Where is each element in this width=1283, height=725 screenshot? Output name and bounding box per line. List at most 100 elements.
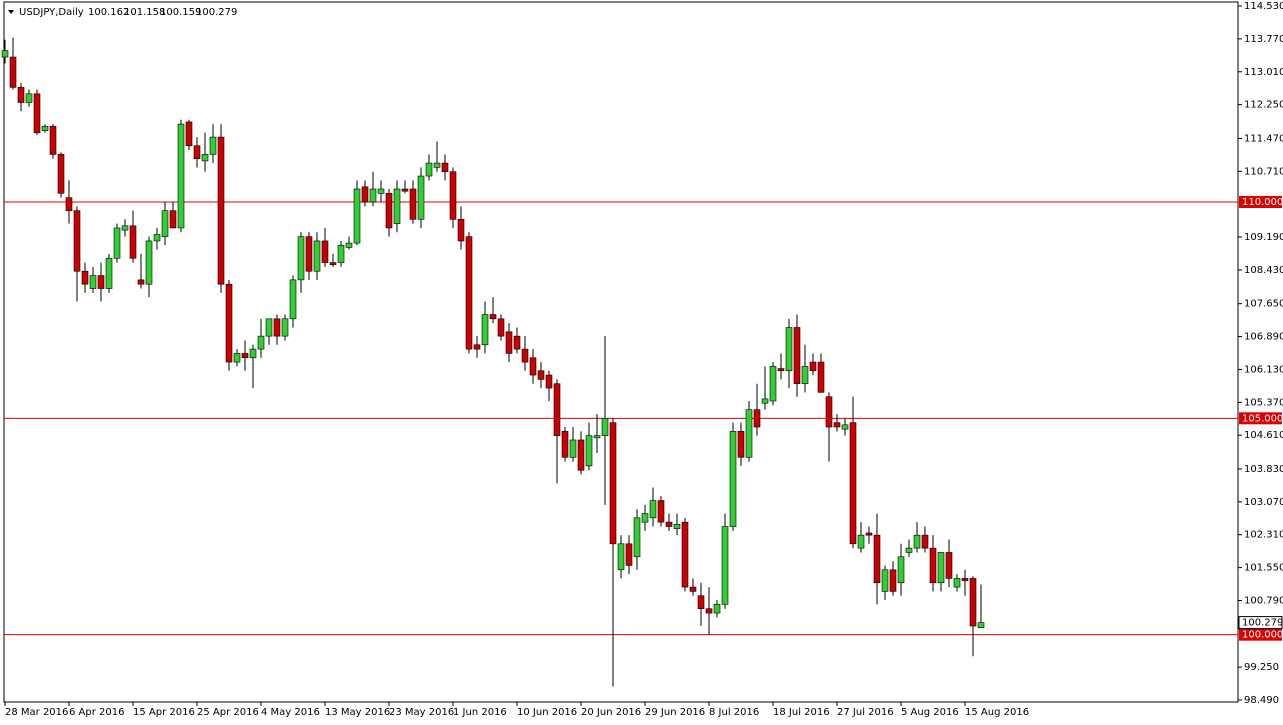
hline-label-box	[1239, 412, 1282, 425]
candle-body	[169, 210, 177, 229]
y-tick-label: 109.190	[1244, 232, 1283, 243]
ohlc-open: 100.162	[88, 7, 129, 18]
candle-body	[465, 236, 473, 350]
candle-body	[833, 422, 841, 428]
x-tick-label: 10 Jun 2016	[517, 707, 577, 718]
candle-body	[473, 344, 481, 350]
last-price-label: 100.279	[1242, 618, 1283, 629]
candle-body	[889, 569, 897, 592]
candle-body	[569, 439, 577, 458]
candle-body	[689, 586, 697, 592]
candle-body	[681, 521, 689, 588]
hline-label: 105.000	[1242, 413, 1283, 424]
hline-label-box	[1239, 628, 1282, 641]
candle-body	[737, 431, 745, 458]
candle-body	[545, 374, 553, 389]
candle-body	[65, 197, 73, 211]
y-tick-label: 105.370	[1244, 397, 1283, 408]
candle-body	[425, 162, 433, 177]
ohlc-high: 101.158	[124, 7, 165, 18]
candle-body	[529, 357, 537, 376]
candle-body	[521, 348, 529, 363]
candle-body	[665, 521, 673, 527]
candle-body	[513, 335, 521, 350]
candle-body	[793, 327, 801, 385]
candle-body	[89, 275, 97, 289]
candle-body	[497, 318, 505, 337]
hline-label-box	[1239, 195, 1282, 208]
candle-body	[289, 279, 297, 320]
candle-body	[153, 234, 161, 242]
candle-body	[873, 534, 881, 584]
candle-body	[385, 193, 393, 229]
candle-body	[105, 257, 113, 289]
candle-body	[313, 240, 321, 272]
candle-body	[753, 409, 761, 428]
candle-body	[825, 396, 833, 428]
candle-body	[33, 93, 41, 134]
candle-body	[769, 366, 777, 402]
candle-body	[249, 348, 257, 359]
candle-body	[337, 244, 345, 263]
candle-body	[881, 569, 889, 592]
candle-body	[457, 219, 465, 242]
x-tick-label: 23 May 2016	[389, 707, 454, 718]
candle-body	[745, 409, 753, 458]
candle-body	[929, 547, 937, 584]
candle-body	[809, 361, 817, 372]
x-tick-label: 4 May 2016	[261, 707, 320, 718]
x-tick-label: 15 Apr 2016	[133, 707, 195, 718]
candle-body	[777, 368, 785, 372]
candle-body	[673, 524, 681, 529]
candle-body	[625, 543, 633, 566]
x-tick-label: 1 Jun 2016	[453, 707, 507, 718]
candle-body	[417, 175, 425, 220]
candle-body	[913, 534, 921, 549]
candle-body	[17, 87, 25, 103]
candle-body	[225, 283, 233, 363]
candle-body	[617, 543, 625, 571]
candle-body	[369, 188, 377, 203]
menu-arrow[interactable]	[8, 10, 14, 14]
y-tick-label: 111.470	[1244, 133, 1283, 144]
ohlc-close: 100.279	[196, 7, 237, 18]
y-tick-label: 112.250	[1244, 100, 1283, 111]
candle-body	[161, 210, 169, 237]
y-tick-label: 103.830	[1244, 464, 1283, 475]
candle-body	[361, 186, 369, 203]
candle-body	[785, 327, 793, 372]
hline-label: 100.000	[1242, 630, 1283, 641]
candle-body	[977, 622, 985, 628]
candle-body	[233, 353, 241, 363]
y-tick-label: 106.890	[1244, 332, 1283, 343]
candle-body	[905, 547, 913, 553]
candle-body	[537, 370, 545, 380]
candle-body	[561, 431, 569, 458]
candle-body	[345, 242, 353, 248]
candle-body	[705, 608, 713, 614]
y-tick-label: 107.650	[1244, 299, 1283, 310]
candle-body	[57, 154, 65, 194]
candle-body	[577, 439, 585, 471]
y-tick-label: 104.610	[1244, 430, 1283, 441]
candle-body	[433, 162, 441, 168]
y-tick-label: 100.790	[1244, 595, 1283, 606]
candle-body	[49, 125, 57, 155]
y-tick-label: 98.490	[1244, 695, 1279, 706]
candle-body	[177, 123, 185, 229]
candle-body	[865, 532, 873, 536]
y-tick-label: 103.070	[1244, 497, 1283, 508]
candle-body	[961, 578, 969, 581]
candle-body	[641, 513, 649, 523]
x-tick-label: 29 Jun 2016	[645, 707, 705, 718]
candle-body	[25, 93, 33, 103]
candle-body	[297, 236, 305, 281]
candle-body	[841, 424, 849, 430]
candle-body	[969, 578, 977, 627]
ohlc-low: 100.159	[160, 7, 201, 18]
candle-body	[97, 275, 105, 289]
candle-body	[633, 517, 641, 558]
candle-body	[849, 422, 857, 545]
candle-body	[201, 154, 209, 162]
